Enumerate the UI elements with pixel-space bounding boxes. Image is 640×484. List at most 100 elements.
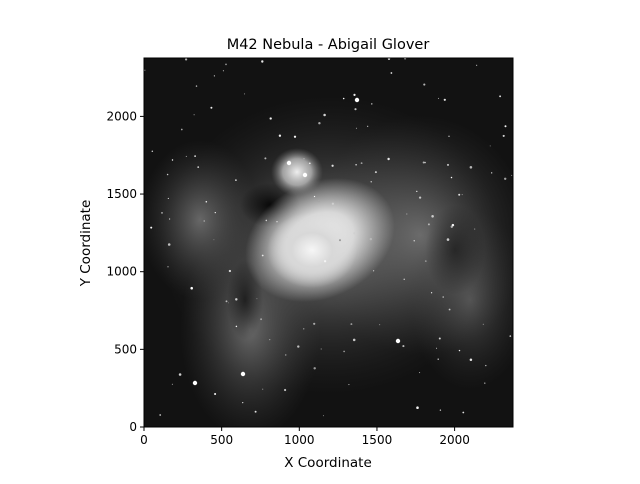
star: [491, 172, 493, 174]
star: [354, 108, 357, 111]
star: [322, 415, 324, 417]
star: [462, 411, 465, 414]
star: [171, 159, 174, 161]
star: [150, 226, 153, 229]
star: [430, 292, 433, 294]
bright-star: [395, 338, 401, 344]
star: [352, 338, 356, 342]
star: [331, 164, 334, 167]
star: [167, 243, 171, 246]
star: [227, 302, 229, 304]
star: [387, 157, 390, 161]
star: [442, 296, 445, 298]
star: [323, 113, 326, 117]
y-tick-label: 1500: [106, 187, 137, 201]
star: [193, 114, 195, 116]
star: [451, 223, 455, 227]
star: [297, 345, 300, 348]
star: [439, 409, 442, 411]
star: [437, 97, 440, 99]
star: [461, 194, 463, 196]
x-tick-label: 1500: [362, 433, 393, 447]
star: [379, 324, 381, 326]
y-tick-label: 2000: [106, 109, 137, 123]
star: [509, 335, 512, 337]
star: [476, 64, 478, 66]
star: [261, 60, 264, 63]
star: [474, 228, 476, 230]
star: [355, 164, 357, 166]
star: [151, 150, 154, 152]
star: [168, 218, 171, 220]
bright-star: [286, 160, 292, 166]
star: [159, 414, 162, 416]
star: [469, 166, 473, 169]
star: [370, 181, 372, 183]
star: [353, 232, 356, 235]
star: [214, 211, 216, 214]
star: [372, 270, 375, 272]
star: [180, 128, 183, 131]
star: [185, 155, 187, 157]
star: [446, 163, 450, 166]
star: [502, 134, 505, 137]
star: [320, 348, 322, 350]
y-axis-label: Y Coordinate: [78, 200, 94, 288]
star: [213, 239, 215, 241]
star: [260, 318, 263, 321]
star: [446, 238, 450, 241]
star: [323, 260, 327, 263]
x-tick-label: 500: [210, 433, 233, 447]
x-tick-label: 2000: [439, 433, 470, 447]
star: [437, 358, 439, 360]
star: [484, 382, 486, 384]
star: [276, 221, 278, 223]
star: [171, 383, 173, 385]
star: [350, 323, 353, 326]
star: [369, 237, 373, 241]
star: [303, 158, 305, 160]
star: [371, 103, 373, 105]
star: [418, 196, 422, 199]
star: [436, 347, 438, 349]
star: [269, 338, 271, 341]
star: [242, 401, 244, 404]
star: [318, 122, 321, 125]
star: [286, 236, 288, 238]
star: [190, 286, 193, 290]
star: [203, 220, 205, 222]
x-tick-label: 1000: [284, 433, 315, 447]
star: [458, 193, 461, 196]
star: [303, 328, 305, 330]
star: [416, 190, 418, 193]
star: [374, 171, 377, 174]
x-axis-ticks: 0 500 1000 1500 2000: [140, 427, 470, 447]
bright-star: [240, 371, 246, 377]
star: [313, 322, 316, 325]
star: [313, 195, 316, 198]
star: [167, 197, 169, 199]
star: [485, 364, 487, 367]
star: [489, 145, 491, 147]
star: [482, 323, 484, 325]
star: [184, 58, 188, 61]
star: [225, 300, 228, 303]
x-tick-label: 0: [140, 433, 148, 447]
star: [338, 239, 342, 242]
star: [308, 162, 311, 165]
star: [424, 161, 426, 164]
bright-star: [302, 172, 308, 178]
star: [195, 85, 198, 87]
star: [214, 392, 217, 396]
star: [438, 337, 441, 340]
star: [197, 166, 200, 168]
star: [313, 367, 316, 370]
star: [343, 350, 345, 353]
bright-star: [354, 97, 360, 103]
x-axis-label: X Coordinate: [284, 455, 372, 471]
star: [161, 212, 163, 214]
star: [213, 75, 215, 77]
star: [235, 179, 237, 181]
